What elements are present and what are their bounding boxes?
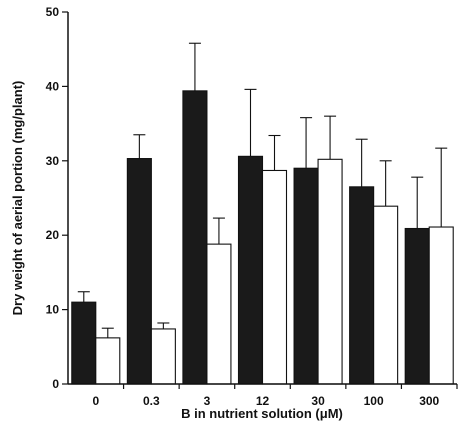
bar-series-2 xyxy=(150,328,176,385)
y-tick-label: 50 xyxy=(46,5,60,19)
bar-series-1 xyxy=(349,186,375,385)
bar-series-2 xyxy=(206,243,232,385)
x-tick-label: 0.3 xyxy=(143,394,160,408)
bar-series-1 xyxy=(237,155,264,385)
bar-series-1 xyxy=(404,227,430,385)
x-axis-title: B in nutrient solution (μM) xyxy=(181,406,343,421)
bar-series-1 xyxy=(71,301,97,385)
bars-layer xyxy=(71,90,454,385)
error-bars-layer xyxy=(77,42,448,338)
x-tick-label: 0 xyxy=(92,394,99,408)
bar-series-1 xyxy=(182,90,208,385)
bar-series-1 xyxy=(293,167,319,385)
y-axis-title: Dry weight of aerial portion (mg/plant) xyxy=(10,81,25,316)
bar-series-2 xyxy=(428,226,454,385)
bar-series-2 xyxy=(261,169,288,385)
y-tick-label: 20 xyxy=(46,228,60,242)
y-tick-label: 0 xyxy=(52,377,59,391)
y-tick-label: 10 xyxy=(46,303,60,317)
x-tick-label: 3 xyxy=(204,394,211,408)
x-tick-label: 12 xyxy=(256,394,270,408)
x-tick-label: 100 xyxy=(364,394,384,408)
x-ticks: 0 0.3 3 12 30 100 300 xyxy=(92,384,458,408)
bar-series-2 xyxy=(95,337,121,385)
bar-series-2 xyxy=(317,158,343,385)
y-tick-label: 40 xyxy=(46,79,60,93)
bar-series-1 xyxy=(126,158,152,385)
bar-series-2 xyxy=(373,205,399,385)
x-tick-label: 300 xyxy=(419,394,439,408)
y-tick-label: 30 xyxy=(46,154,60,168)
y-ticks: 0 10 20 30 40 50 xyxy=(46,5,68,391)
x-tick-label: 30 xyxy=(311,394,325,408)
